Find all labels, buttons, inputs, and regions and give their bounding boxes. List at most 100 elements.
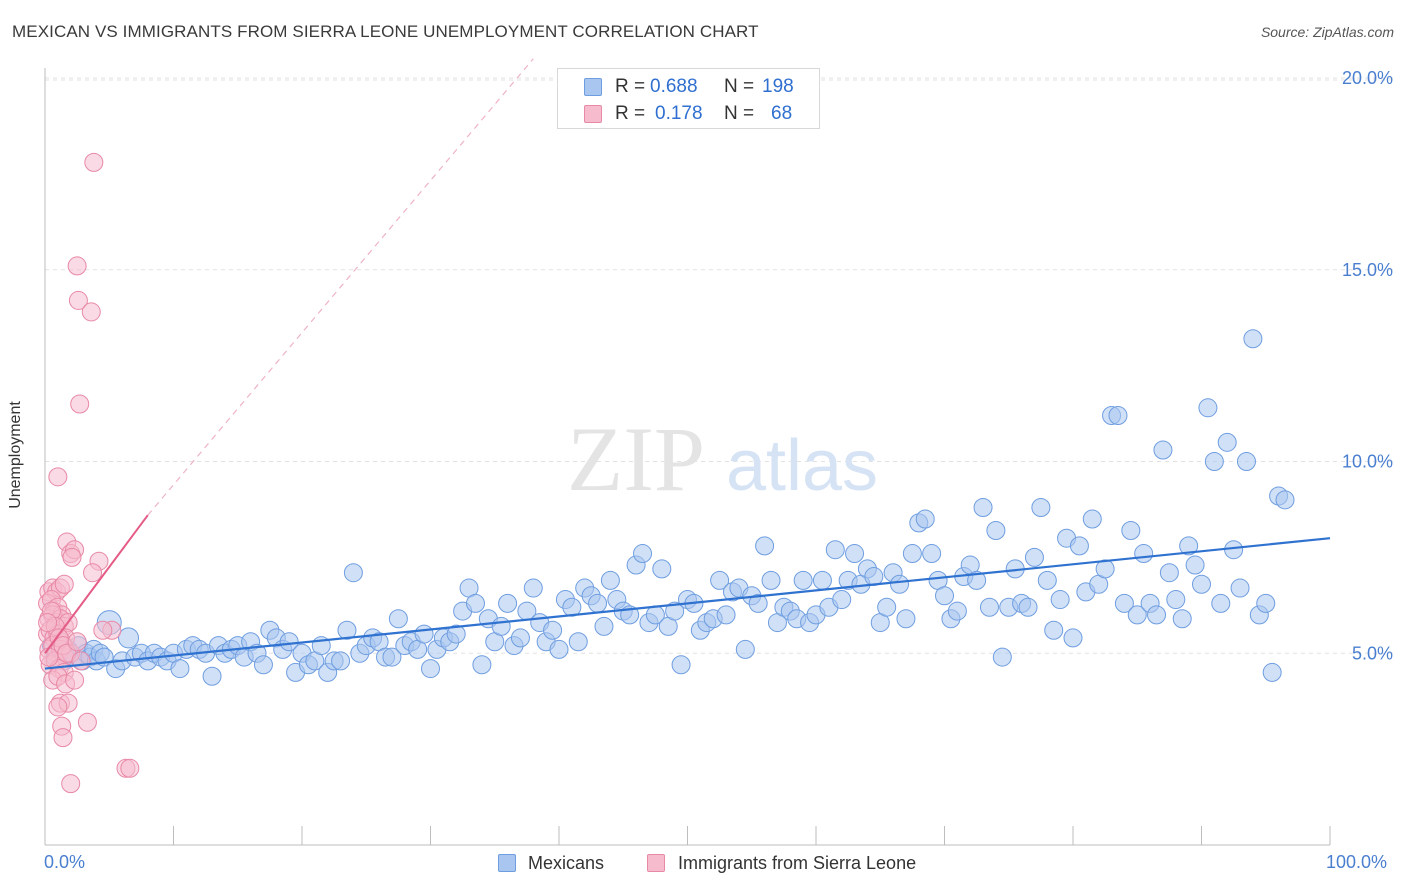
watermark-zip: ZIP (567, 408, 705, 510)
y-tick-label: 15.0% (1342, 260, 1393, 280)
data-point (170, 659, 190, 679)
legend-row-sierra-leone: R = 0.178 N = 68 (558, 103, 819, 127)
data-point (1275, 490, 1295, 510)
data-point (421, 659, 440, 679)
data-point (1024, 547, 1044, 567)
data-point (1153, 440, 1173, 460)
data-point (568, 632, 588, 652)
x-tick-label-max: 100.0% (1326, 852, 1388, 872)
data-point (70, 394, 90, 414)
data-point (54, 574, 74, 594)
mexicans-trend-line (44, 537, 1331, 670)
data-point (1230, 578, 1250, 598)
x-tick-label-min: 0.0% (44, 852, 86, 872)
data-point (973, 498, 993, 518)
data-point (1147, 605, 1167, 625)
data-point (1172, 609, 1192, 629)
data-point (845, 544, 865, 564)
data-point (498, 593, 518, 613)
data-point (67, 256, 87, 276)
data-point (68, 290, 88, 310)
legend-swatch-sierra-leone (647, 854, 665, 872)
data-point (48, 697, 68, 717)
data-point (38, 613, 58, 633)
data-point (665, 601, 685, 621)
watermark-atlas: atlas (726, 426, 878, 506)
data-point (652, 559, 672, 579)
r-value: 0.178 (655, 103, 703, 124)
series-legend: Mexicans Immigrants from Sierra Leone (0, 852, 1406, 878)
data-point (1121, 521, 1141, 541)
trend-lines (44, 58, 1331, 670)
data-point (825, 540, 845, 560)
data-point (1166, 590, 1186, 610)
data-point (594, 616, 614, 636)
legend-swatch-mexicans (584, 78, 602, 96)
data-point (600, 570, 620, 590)
data-point (62, 547, 82, 567)
data-point (935, 586, 954, 606)
data-point (388, 609, 408, 629)
data-point (1114, 593, 1134, 613)
data-point (414, 624, 434, 644)
n-label: N = (724, 103, 755, 124)
data-point (633, 544, 653, 564)
data-point (1159, 563, 1179, 583)
data-point (1262, 662, 1282, 682)
r-value: 0.688 (650, 76, 698, 97)
data-point (979, 597, 999, 617)
data-point (1031, 498, 1051, 518)
data-point (1217, 432, 1237, 452)
n-value: 198 (762, 76, 794, 97)
data-point (93, 620, 113, 640)
data-point (337, 620, 357, 640)
data-point (382, 647, 402, 667)
data-point (253, 655, 273, 675)
data-point (915, 509, 935, 529)
data-point (39, 647, 59, 667)
data-point (1063, 628, 1083, 648)
data-point (446, 624, 466, 644)
data-point (61, 774, 81, 794)
correlation-legend: R = 0.688 N = 198 R = 0.178 N = 68 (557, 68, 820, 129)
y-tick-labels: 5.0% 10.0% 15.0% 20.0% (1342, 68, 1393, 663)
watermark: ZIP atlas (567, 408, 878, 510)
data-point (890, 574, 910, 594)
data-point (671, 655, 691, 675)
y-tick-label: 20.0% (1342, 68, 1393, 88)
data-point (491, 616, 511, 636)
data-point (279, 632, 299, 652)
data-point (716, 605, 736, 625)
data-point (1236, 452, 1256, 471)
data-point (77, 712, 97, 732)
data-point (67, 632, 87, 652)
r-label: R = (615, 103, 646, 124)
data-point (1211, 593, 1231, 613)
data-point (1127, 605, 1147, 625)
data-point (1243, 329, 1263, 349)
y-tick-label: 10.0% (1342, 452, 1393, 472)
legend-label-mexicans: Mexicans (528, 853, 605, 873)
legend-swatch-sierra-leone (584, 105, 602, 123)
data-point (71, 651, 91, 671)
data-point (992, 647, 1012, 667)
data-point (877, 597, 897, 617)
data-point (832, 590, 852, 610)
data-point (793, 570, 813, 590)
data-point (1185, 555, 1205, 575)
sierra-leone-trend-line (44, 514, 149, 654)
data-point (120, 758, 140, 778)
data-point (761, 570, 781, 590)
data-point (812, 570, 832, 590)
data-point (1069, 536, 1089, 556)
data-point (472, 655, 492, 675)
data-point (902, 544, 922, 564)
data-point (1082, 509, 1102, 529)
data-point (735, 639, 755, 659)
data-point (84, 152, 104, 172)
data-point (1256, 593, 1276, 613)
data-point (331, 651, 351, 671)
n-value: 68 (771, 103, 793, 124)
n-label: N = (724, 76, 755, 97)
